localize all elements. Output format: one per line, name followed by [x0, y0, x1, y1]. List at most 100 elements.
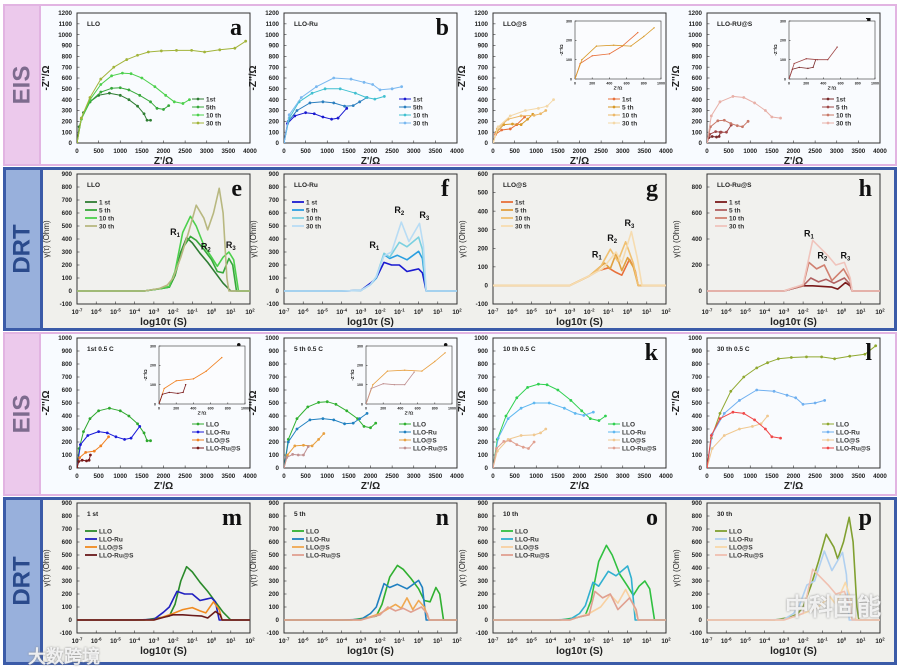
x-tick-label: 10-2 — [375, 308, 386, 317]
legend-item: 1 st — [715, 199, 741, 206]
y-tick-label: 1200 — [688, 10, 702, 17]
x-tick-label: 600 — [208, 407, 214, 411]
y-tick-label: 600 — [62, 75, 73, 82]
y-tick-label: 200 — [478, 591, 489, 598]
plot-area — [492, 173, 667, 305]
data-point — [719, 130, 723, 134]
x-axis-label: Z'/Ω — [784, 481, 803, 492]
data-point — [108, 91, 111, 95]
x-tick-label: 0 — [75, 148, 79, 155]
x-tick-label: 100 — [623, 637, 633, 646]
data-point — [710, 135, 714, 138]
x-tick-label: 100 — [837, 637, 847, 646]
x-tick-label: 2500 — [385, 148, 399, 155]
data-point — [129, 436, 133, 440]
legend-label: LLO-Ru — [413, 429, 437, 436]
data-point — [284, 466, 286, 468]
data-point — [400, 85, 404, 89]
data-point — [718, 100, 722, 104]
y-tick-label: 500 — [692, 400, 703, 407]
series-30-th — [493, 98, 555, 143]
legend-label: LLO-Ru@S — [206, 445, 241, 452]
series-LLO-Ru — [493, 401, 595, 468]
y-tick-label: 1200 — [265, 10, 279, 17]
series-LLO-Ru@S — [707, 410, 782, 468]
legend-label: 30 th — [413, 120, 428, 127]
y-tick-label: 500 — [62, 552, 73, 559]
y-tick-label: 500 — [478, 400, 489, 407]
data-point — [192, 378, 195, 380]
y-tick-label: 900 — [62, 348, 73, 355]
y-tick-label: 1100 — [59, 21, 73, 28]
legend-label: 10 th — [836, 112, 851, 119]
x-tick-label: 3500 — [851, 148, 865, 155]
x-tick-label: 1000 — [657, 82, 665, 86]
row-label: DRT — [6, 170, 43, 328]
legend-item: LLO-Ru@S — [192, 445, 241, 452]
x-tick-label: 0 — [705, 148, 709, 155]
legend-label: LLO — [99, 528, 112, 535]
y-tick-label: 200 — [269, 262, 280, 269]
y-tick-label: 700 — [62, 374, 73, 381]
y-axis-label: γ(τ) (Ohm) — [42, 220, 51, 258]
series-line — [159, 357, 223, 404]
legend-label: LLO — [622, 421, 635, 428]
legend-item: LLO-Ru — [399, 429, 437, 436]
y-tick-label: 800 — [62, 361, 73, 368]
data-point — [715, 135, 718, 139]
x-tick-label: 200 — [380, 407, 386, 411]
data-point — [511, 122, 514, 126]
data-point — [349, 77, 353, 81]
legend-marker — [612, 97, 616, 101]
data-point — [321, 417, 325, 420]
data-point — [84, 451, 88, 454]
data-point — [286, 453, 289, 457]
x-tick-label: 1000 — [320, 473, 334, 480]
y-tick-label: 700 — [692, 526, 703, 533]
data-point — [874, 344, 878, 348]
data-point — [813, 401, 817, 405]
x-tick-label: 10-6 — [91, 637, 102, 646]
legend-label: LLO@S — [515, 544, 539, 551]
y-tick-label: 200 — [692, 119, 703, 126]
data-point — [404, 369, 406, 371]
x-tick-label: 10-7 — [488, 637, 499, 646]
x-tick-label: 1500 — [551, 148, 565, 155]
y-tick-label: 800 — [269, 184, 280, 191]
x-tick-label: 4000 — [450, 473, 464, 480]
data-point — [79, 116, 83, 120]
data-point — [717, 135, 721, 138]
x-tick-label: 3000 — [200, 148, 214, 155]
x-tick-label: 4000 — [659, 473, 673, 480]
data-point — [573, 412, 577, 415]
data-point — [138, 93, 142, 97]
data-point — [77, 460, 81, 463]
y-tick-label: 0 — [69, 288, 73, 295]
y-tick-label: 1200 — [474, 10, 488, 17]
data-point — [382, 95, 386, 98]
data-point — [753, 418, 756, 422]
data-point — [306, 445, 310, 448]
y-tick-label: 1100 — [266, 21, 280, 28]
x-tick-label: 2000 — [787, 473, 801, 480]
data-point — [823, 399, 827, 402]
y-axis-label: γ(τ) (Ohm) — [672, 549, 681, 587]
legend-item: LLO@S — [292, 544, 330, 551]
series-LLO@S — [707, 414, 769, 468]
y-tick-label: 600 — [692, 210, 703, 217]
legend-item: LLO-Ru — [85, 536, 123, 543]
data-point — [89, 453, 92, 457]
legend-item: LLO-Ru@S — [292, 552, 341, 559]
peak-annotation: R3 — [226, 240, 237, 252]
y-tick-label: 0 — [699, 288, 703, 295]
data-point — [80, 458, 84, 462]
y-tick-label: 200 — [62, 439, 73, 446]
panel-sample-label: 5 th 0.5 C — [294, 346, 323, 353]
panel-letter: b — [436, 15, 449, 41]
x-tick-label: 10-4 — [545, 637, 556, 646]
legend-label: LLO — [206, 421, 219, 428]
legend-marker — [612, 121, 616, 125]
